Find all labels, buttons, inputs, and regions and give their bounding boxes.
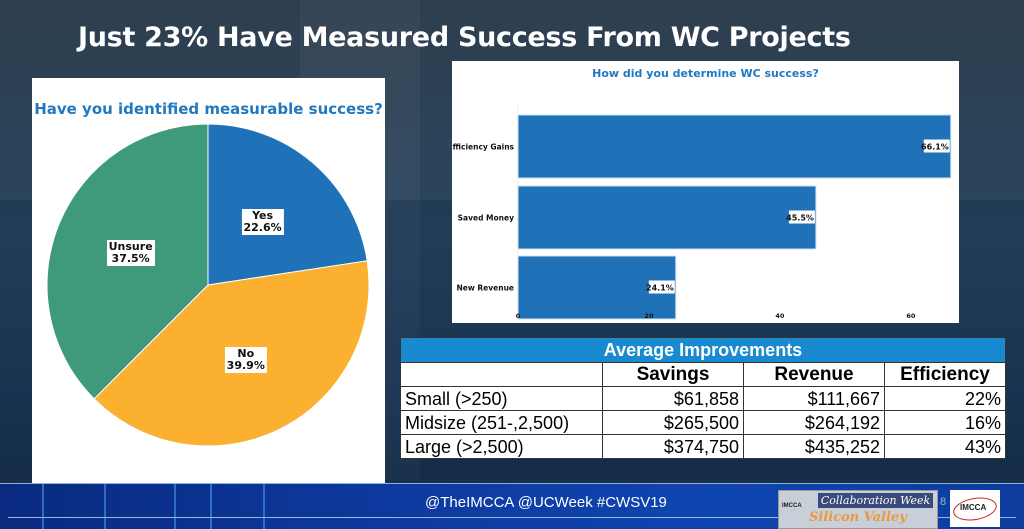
data-label-bg [788,210,815,224]
pie-label-no: No 39.9% [224,346,267,373]
bar-efficiency-gains [517,114,952,179]
imcca-logo: IMCCA [950,490,1000,527]
footer-bar: @TheIMCCA @UCWeek #CWSV19 IMCCA Collabor… [0,483,1024,529]
pie-label-yes: Yes 22.6% [241,208,284,235]
pie-chart-card: Have you identified measurable success? … [32,78,385,497]
column-header-empty [400,362,603,387]
logo-top-text: Collaboration Week [818,493,933,508]
savings-cell: $61,858 [602,386,744,411]
logo-bottom-text: Silicon Valley [809,510,907,525]
x-tick-label: 60 [906,312,916,320]
revenue-cell: $264,192 [743,410,885,435]
bar-chart-card: How did you determine WC success? Effici… [452,61,959,323]
pie-label-name: Unsure [108,239,153,253]
decorative-line [263,484,265,529]
savings-cell: $265,500 [602,410,744,435]
savings-cell: $374,750 [602,434,744,459]
pie-label-value: 22.6% [243,220,282,234]
column-header-revenue: Revenue [743,362,885,387]
footer-divider [8,517,1016,518]
revenue-cell: $111,667 [743,386,885,411]
pie-slice-yes [207,123,368,286]
bar-chart-title: How did you determine WC success? [592,67,819,80]
category-label: New Revenue [456,284,514,293]
pie-label-name: Yes [252,208,274,222]
data-label: 45.5% [786,214,814,223]
data-label-bg [923,139,950,153]
bar-chart: Efficiency Gains 66.1% Saved Money 45.5% New… [452,105,952,320]
table-row: Large (>2,500) $374,750 $435,252 43% [400,434,1006,459]
data-label: 24.1% [646,284,674,293]
table-row: Small (>250) $61,858 $111,667 22% [400,386,1006,411]
x-tick-label: 20 [644,312,654,320]
data-label: 66.1% [921,143,949,152]
row-label: Large (>2,500) [400,434,603,459]
row-label: Midsize (251-,2,500) [400,410,603,435]
pie-label-name: No [237,346,255,360]
pie-label-unsure: Unsure 37.5% [106,239,155,266]
slide-title: Just 23% Have Measured Success From WC P… [78,22,851,53]
efficiency-cell: 43% [884,434,1006,459]
x-tick-label: 40 [775,312,785,320]
table-title: Average Improvements [400,337,1006,363]
decorative-line [42,484,44,529]
category-label: Saved Money [458,214,514,223]
category-label: Efficiency Gains [452,143,515,152]
decorative-line [104,484,106,529]
average-improvements-table: Average Improvements Savings Revenue Eff… [400,337,1006,459]
social-tags: @TheIMCCA @UCWeek #CWSV19 [425,494,667,511]
pie-label-value: 37.5% [111,251,150,265]
decorative-line [210,484,212,529]
pie-chart-title: Have you identified measurable success? [34,100,383,118]
pie-label-value: 39.9% [226,358,265,372]
x-tick-label: 0 [516,312,521,320]
column-header-efficiency: Efficiency [884,362,1006,387]
column-header-savings: Savings [602,362,744,387]
efficiency-cell: 22% [884,386,1006,411]
efficiency-cell: 16% [884,410,1006,435]
table-row: Midsize (251-,2,500) $265,500 $264,192 1… [400,410,1006,435]
imcca-logo-text: IMCCA [960,503,987,512]
pie-chart [46,123,370,447]
bar-saved-money [517,185,817,250]
collaboration-week-logo: IMCCA Collaboration Week Silicon Valley [778,490,938,529]
page-number: 8 [940,496,947,508]
decorative-line [174,484,176,529]
data-label-bg [648,280,675,294]
logo-org-text: IMCCA [782,503,802,509]
revenue-cell: $435,252 [743,434,885,459]
row-label: Small (>250) [400,386,603,411]
